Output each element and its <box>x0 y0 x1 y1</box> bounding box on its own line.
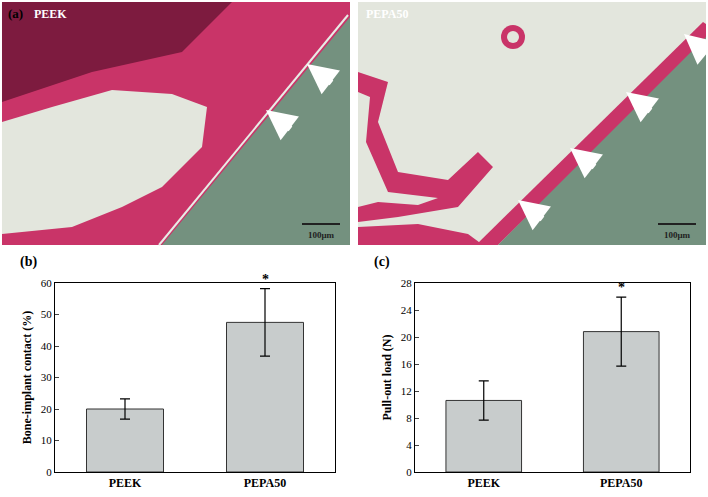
svg-text:20: 20 <box>401 331 413 343</box>
svg-text:100μm: 100μm <box>664 230 691 240</box>
svg-text:28: 28 <box>401 277 413 289</box>
svg-text:PEPA50: PEPA50 <box>600 476 642 490</box>
svg-text:60: 60 <box>41 277 53 289</box>
svg-text:(c): (c) <box>374 254 390 270</box>
svg-text:PEEK: PEEK <box>34 7 67 21</box>
svg-text:4: 4 <box>406 439 412 451</box>
svg-text:12: 12 <box>401 385 412 397</box>
svg-text:8: 8 <box>406 412 412 424</box>
svg-text:*: * <box>262 272 269 287</box>
svg-text:50: 50 <box>41 308 53 320</box>
svg-text:PEPA50: PEPA50 <box>244 476 286 490</box>
svg-text:20: 20 <box>41 403 53 415</box>
svg-text:16: 16 <box>401 358 413 370</box>
svg-text:PEEK: PEEK <box>109 476 142 490</box>
svg-text:Pull-out load (N): Pull-out load (N) <box>380 334 394 420</box>
svg-text:*: * <box>618 280 625 295</box>
svg-text:Bone-implant contact (%): Bone-implant contact (%) <box>20 311 34 444</box>
svg-text:0: 0 <box>46 466 52 478</box>
svg-text:30: 30 <box>41 371 53 383</box>
svg-text:24: 24 <box>401 304 413 316</box>
svg-text:PEEK: PEEK <box>467 476 500 490</box>
svg-text:100μm: 100μm <box>308 230 335 240</box>
svg-text:(b): (b) <box>20 254 37 270</box>
svg-text:(a): (a) <box>8 6 23 21</box>
svg-text:10: 10 <box>41 434 53 446</box>
svg-text:40: 40 <box>41 340 53 352</box>
svg-text:0: 0 <box>406 466 412 478</box>
svg-text:PEPA50: PEPA50 <box>366 7 408 21</box>
